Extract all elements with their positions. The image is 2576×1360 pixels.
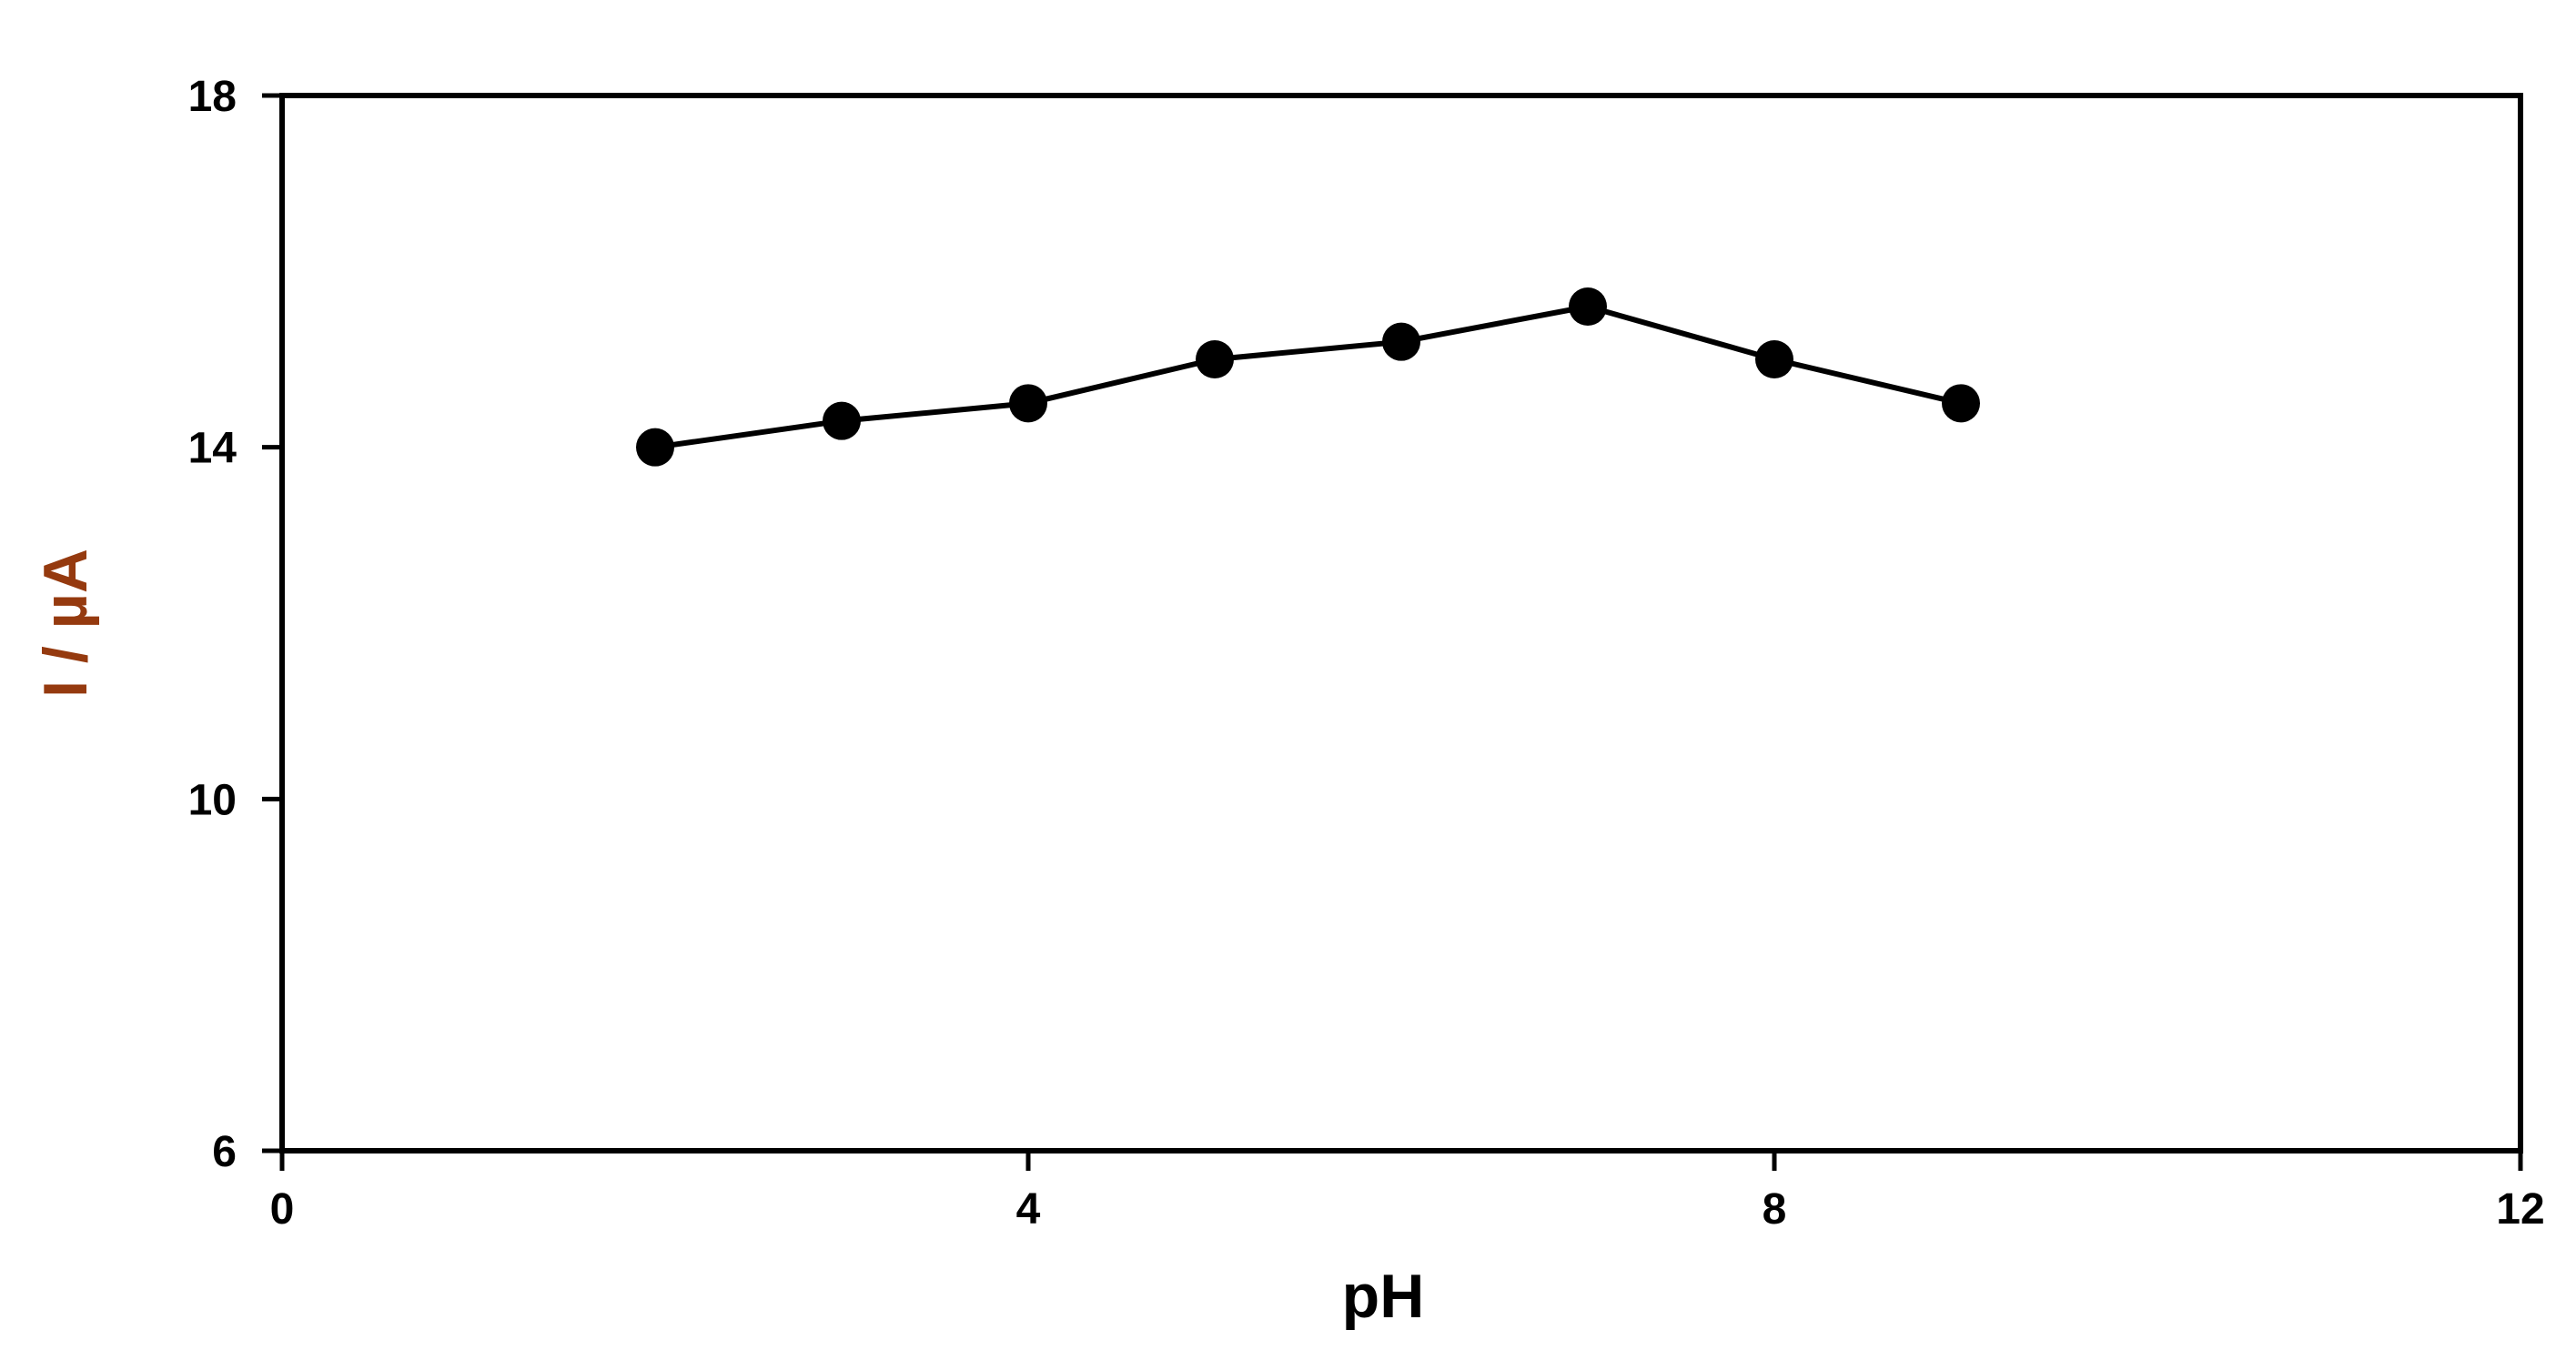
x-axis-title: pH (1342, 1262, 1425, 1331)
data-point (636, 428, 674, 467)
x-tick-label: 8 (1763, 1185, 1787, 1234)
y-tick-label: 18 (188, 73, 237, 121)
data-point (1382, 322, 1420, 361)
series-line (654, 304, 1962, 450)
data-point (1755, 340, 1793, 378)
data-point (823, 401, 861, 440)
y-tick-label: 6 (212, 1128, 237, 1176)
x-tick-label: 4 (1016, 1185, 1041, 1234)
plot-frame (279, 93, 2523, 1153)
y-axis-title: I / µA (31, 549, 100, 698)
y-axis-ticks: 6 10 14 18 (188, 73, 282, 1176)
x-tick-label: 0 (270, 1185, 295, 1234)
data-point (1196, 340, 1234, 378)
data-point (1942, 384, 1980, 423)
data-point (1569, 287, 1607, 326)
y-tick-label: 10 (188, 776, 237, 824)
x-tick-label: 12 (2496, 1185, 2544, 1234)
y-tick-label: 14 (188, 425, 237, 473)
x-axis-ticks: 0 4 8 12 (270, 1151, 2545, 1234)
data-series (636, 287, 1980, 467)
data-point (1009, 384, 1047, 423)
